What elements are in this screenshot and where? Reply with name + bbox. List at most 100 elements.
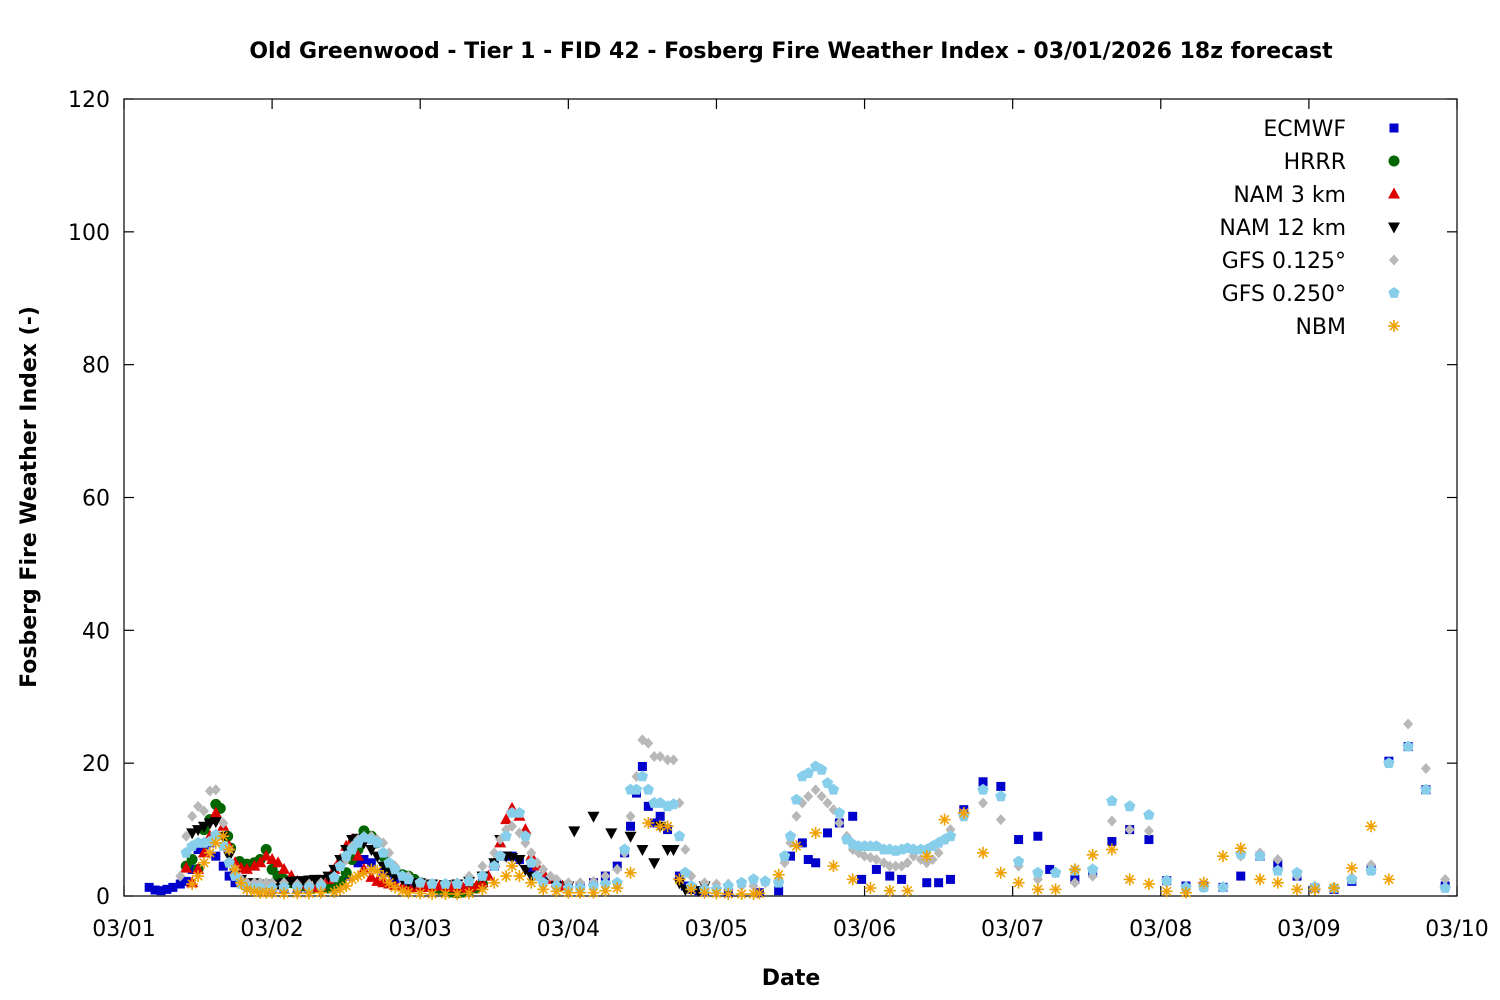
x-tick-label: 03/08 [1129, 917, 1192, 942]
data-point [315, 880, 327, 891]
data-point [181, 876, 191, 886]
data-point [735, 876, 748, 888]
data-point [611, 882, 624, 895]
legend-label: NAM 12 km [1219, 216, 1346, 241]
data-point [662, 754, 673, 766]
legend-marker [1388, 187, 1400, 199]
legend-marker [1388, 320, 1400, 332]
data-point [885, 871, 895, 881]
data-point [192, 862, 205, 874]
data-point [772, 876, 785, 888]
data-point [772, 868, 785, 881]
data-point [600, 870, 611, 882]
data-point [1236, 871, 1246, 881]
data-point [685, 883, 698, 896]
data-point [203, 846, 216, 859]
data-point [260, 849, 273, 861]
y-tick-label: 80 [82, 354, 110, 379]
data-point [1106, 815, 1117, 827]
data-point [248, 859, 261, 871]
data-point [223, 843, 236, 856]
data-point [494, 850, 506, 861]
data-point [1045, 864, 1055, 874]
data-point [537, 876, 549, 888]
data-point [193, 800, 204, 812]
data-point [168, 882, 178, 892]
data-point [1032, 866, 1044, 878]
data-point [197, 846, 210, 858]
data-point [811, 858, 821, 868]
data-point [957, 806, 970, 819]
data-point [710, 887, 723, 900]
legend-marker [1388, 287, 1400, 298]
data-point [439, 878, 452, 889]
data-point [525, 876, 538, 889]
data-point [186, 878, 199, 891]
x-tick-label: 03/03 [389, 917, 452, 942]
data-point [884, 860, 895, 872]
x-tick-label: 03/09 [1277, 917, 1340, 942]
data-point [778, 850, 791, 861]
data-point [822, 797, 833, 809]
data-point [144, 882, 154, 892]
data-point [303, 887, 316, 900]
data-point [1161, 874, 1173, 886]
data-point [175, 870, 186, 882]
x-tick-label: 03/10 [1425, 917, 1488, 942]
data-point [774, 886, 784, 896]
data-point [402, 873, 415, 885]
data-point [679, 866, 691, 878]
data-marks [144, 718, 1451, 901]
legend: ECMWF HRRR NAM 3 km NAM 12 km GFS 0.125° GFS … [1219, 117, 1400, 340]
data-point [525, 856, 537, 868]
data-point [1124, 824, 1135, 836]
data-point [587, 811, 600, 823]
data-point [526, 864, 536, 874]
data-point [897, 874, 907, 884]
data-point [995, 814, 1006, 826]
data-point [944, 830, 957, 842]
data-point [864, 882, 877, 895]
data-point [995, 790, 1007, 802]
data-point [784, 830, 797, 842]
data-point [519, 864, 532, 876]
data-point [667, 798, 680, 810]
data-point [978, 777, 988, 787]
data-point [846, 873, 859, 886]
legend-label: HRRR [1284, 150, 1346, 175]
data-point [260, 844, 272, 856]
data-point [538, 863, 549, 875]
data-point [414, 876, 426, 888]
legend-marker [1388, 155, 1400, 167]
data-point [636, 770, 649, 782]
data-point [1106, 795, 1118, 806]
legend-label: GFS 0.250° [1222, 282, 1346, 307]
data-point [1012, 876, 1025, 889]
data-point [365, 870, 378, 882]
data-point [266, 886, 279, 899]
data-point [827, 860, 840, 873]
data-point [209, 806, 222, 818]
data-point [1271, 876, 1284, 889]
data-point [791, 810, 802, 822]
data-point [1069, 877, 1080, 889]
data-point [291, 887, 304, 900]
data-point [747, 873, 760, 885]
data-point [359, 854, 369, 864]
data-point [809, 826, 822, 839]
data-point [463, 875, 475, 887]
data-point [938, 813, 951, 826]
data-point [1254, 850, 1266, 861]
data-point [562, 886, 575, 899]
data-point [587, 880, 600, 891]
data-point [229, 863, 242, 876]
data-point [1365, 864, 1377, 876]
data-point [426, 878, 438, 889]
data-point [568, 826, 581, 838]
legend-marker [1389, 123, 1399, 133]
data-point [599, 878, 612, 889]
data-point [197, 856, 210, 869]
data-point [463, 887, 476, 900]
data-point [605, 828, 618, 840]
data-point [1254, 873, 1267, 886]
